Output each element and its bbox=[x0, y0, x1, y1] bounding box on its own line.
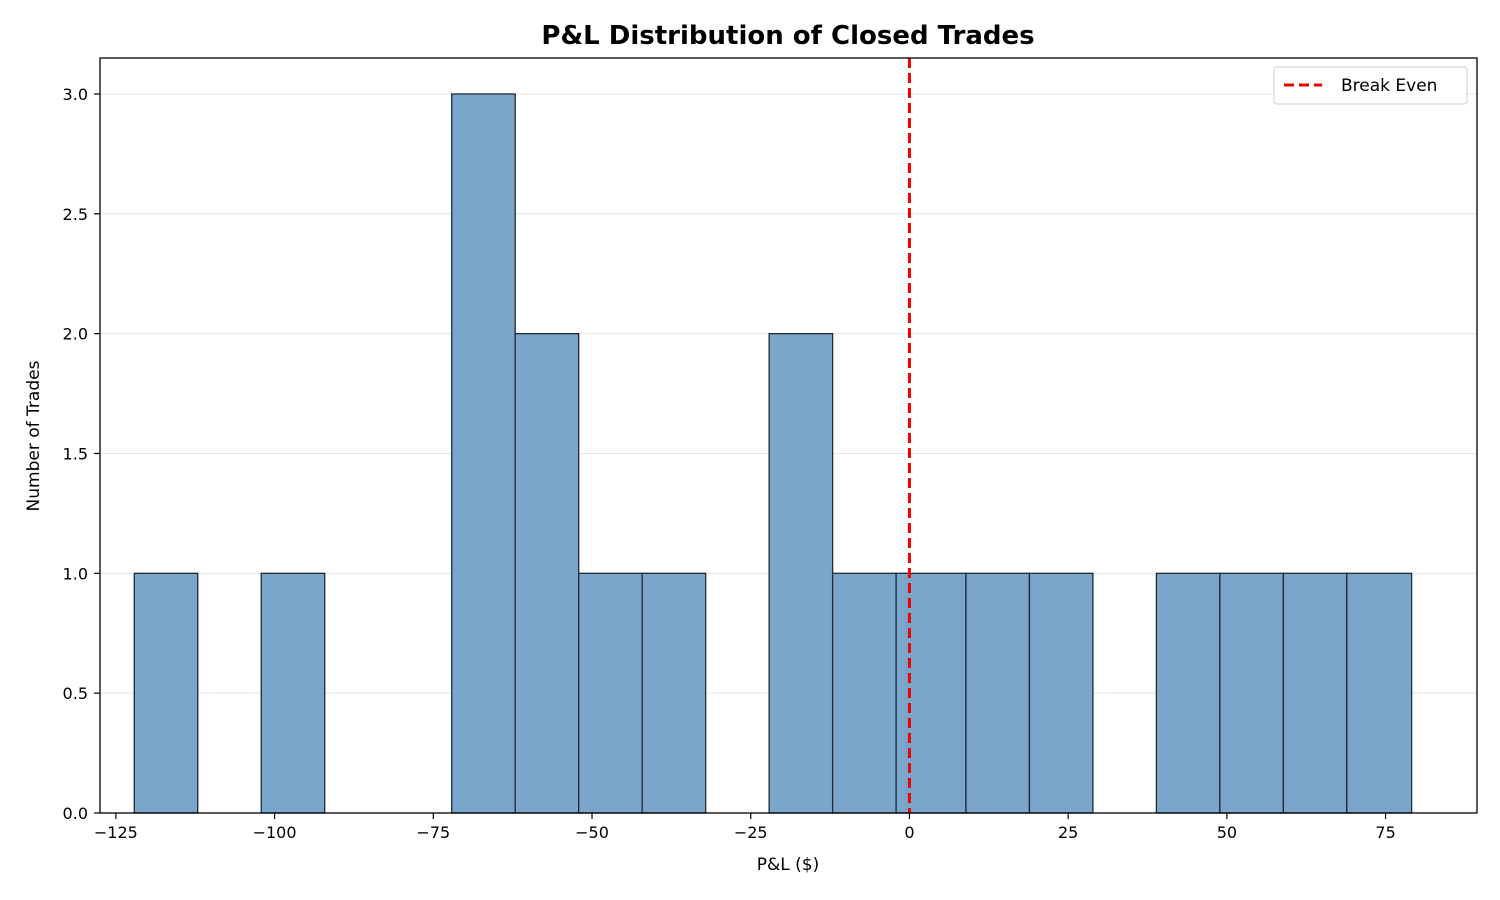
histogram-bar bbox=[895, 572, 967, 814]
x-tick-label: 0 bbox=[904, 823, 914, 842]
histogram-bar bbox=[1155, 572, 1221, 814]
histogram-bar bbox=[1219, 572, 1285, 814]
histogram-bar bbox=[1346, 572, 1413, 814]
x-tick-label: 25 bbox=[1058, 823, 1078, 842]
histogram-bar bbox=[831, 572, 897, 814]
histogram-bar bbox=[768, 332, 834, 814]
histogram-bar bbox=[260, 572, 326, 814]
histogram-bar bbox=[1282, 572, 1348, 814]
x-tick-label: −100 bbox=[253, 823, 297, 842]
y-axis-label: Number of Trades bbox=[24, 360, 44, 511]
histogram-bar bbox=[514, 332, 580, 814]
legend-break-even-label: Break Even bbox=[1341, 76, 1437, 96]
y-tick-label: 0.5 bbox=[63, 684, 88, 703]
x-axis-label: P&L ($) bbox=[757, 855, 819, 875]
chart-title: P&L Distribution of Closed Trades bbox=[541, 21, 1034, 51]
histogram-bar bbox=[965, 572, 1031, 814]
plot-frame bbox=[99, 57, 1478, 814]
histogram-bar bbox=[641, 572, 707, 814]
legend-box bbox=[1273, 66, 1468, 105]
y-tick-label: 3.0 bbox=[63, 85, 88, 104]
histogram-bar bbox=[133, 572, 199, 814]
legend: Break Even bbox=[1273, 66, 1468, 105]
y-tick-label: 2.5 bbox=[63, 205, 88, 224]
y-tick-label: 1.0 bbox=[63, 564, 88, 583]
x-tick-label: −25 bbox=[734, 823, 768, 842]
x-tick-label: 75 bbox=[1375, 823, 1395, 842]
y-tick-label: 1.5 bbox=[63, 444, 88, 463]
y-tick-label: 0.0 bbox=[63, 804, 88, 823]
y-tick-label: 2.0 bbox=[63, 325, 88, 344]
x-tick-label: 50 bbox=[1217, 823, 1237, 842]
x-tick-label: −50 bbox=[575, 823, 609, 842]
x-tick-label: −75 bbox=[416, 823, 450, 842]
x-axis-ticks: −125 −100 −75 −50 −25 0 25 50 75 bbox=[94, 813, 1396, 842]
y-axis-ticks: 0.0 0.5 1.0 1.5 2.0 2.5 3.0 bbox=[63, 85, 100, 823]
histogram-bar bbox=[1028, 572, 1094, 814]
histogram-bar bbox=[451, 93, 516, 814]
histogram-bar bbox=[578, 572, 643, 814]
x-tick-label: −125 bbox=[94, 823, 138, 842]
